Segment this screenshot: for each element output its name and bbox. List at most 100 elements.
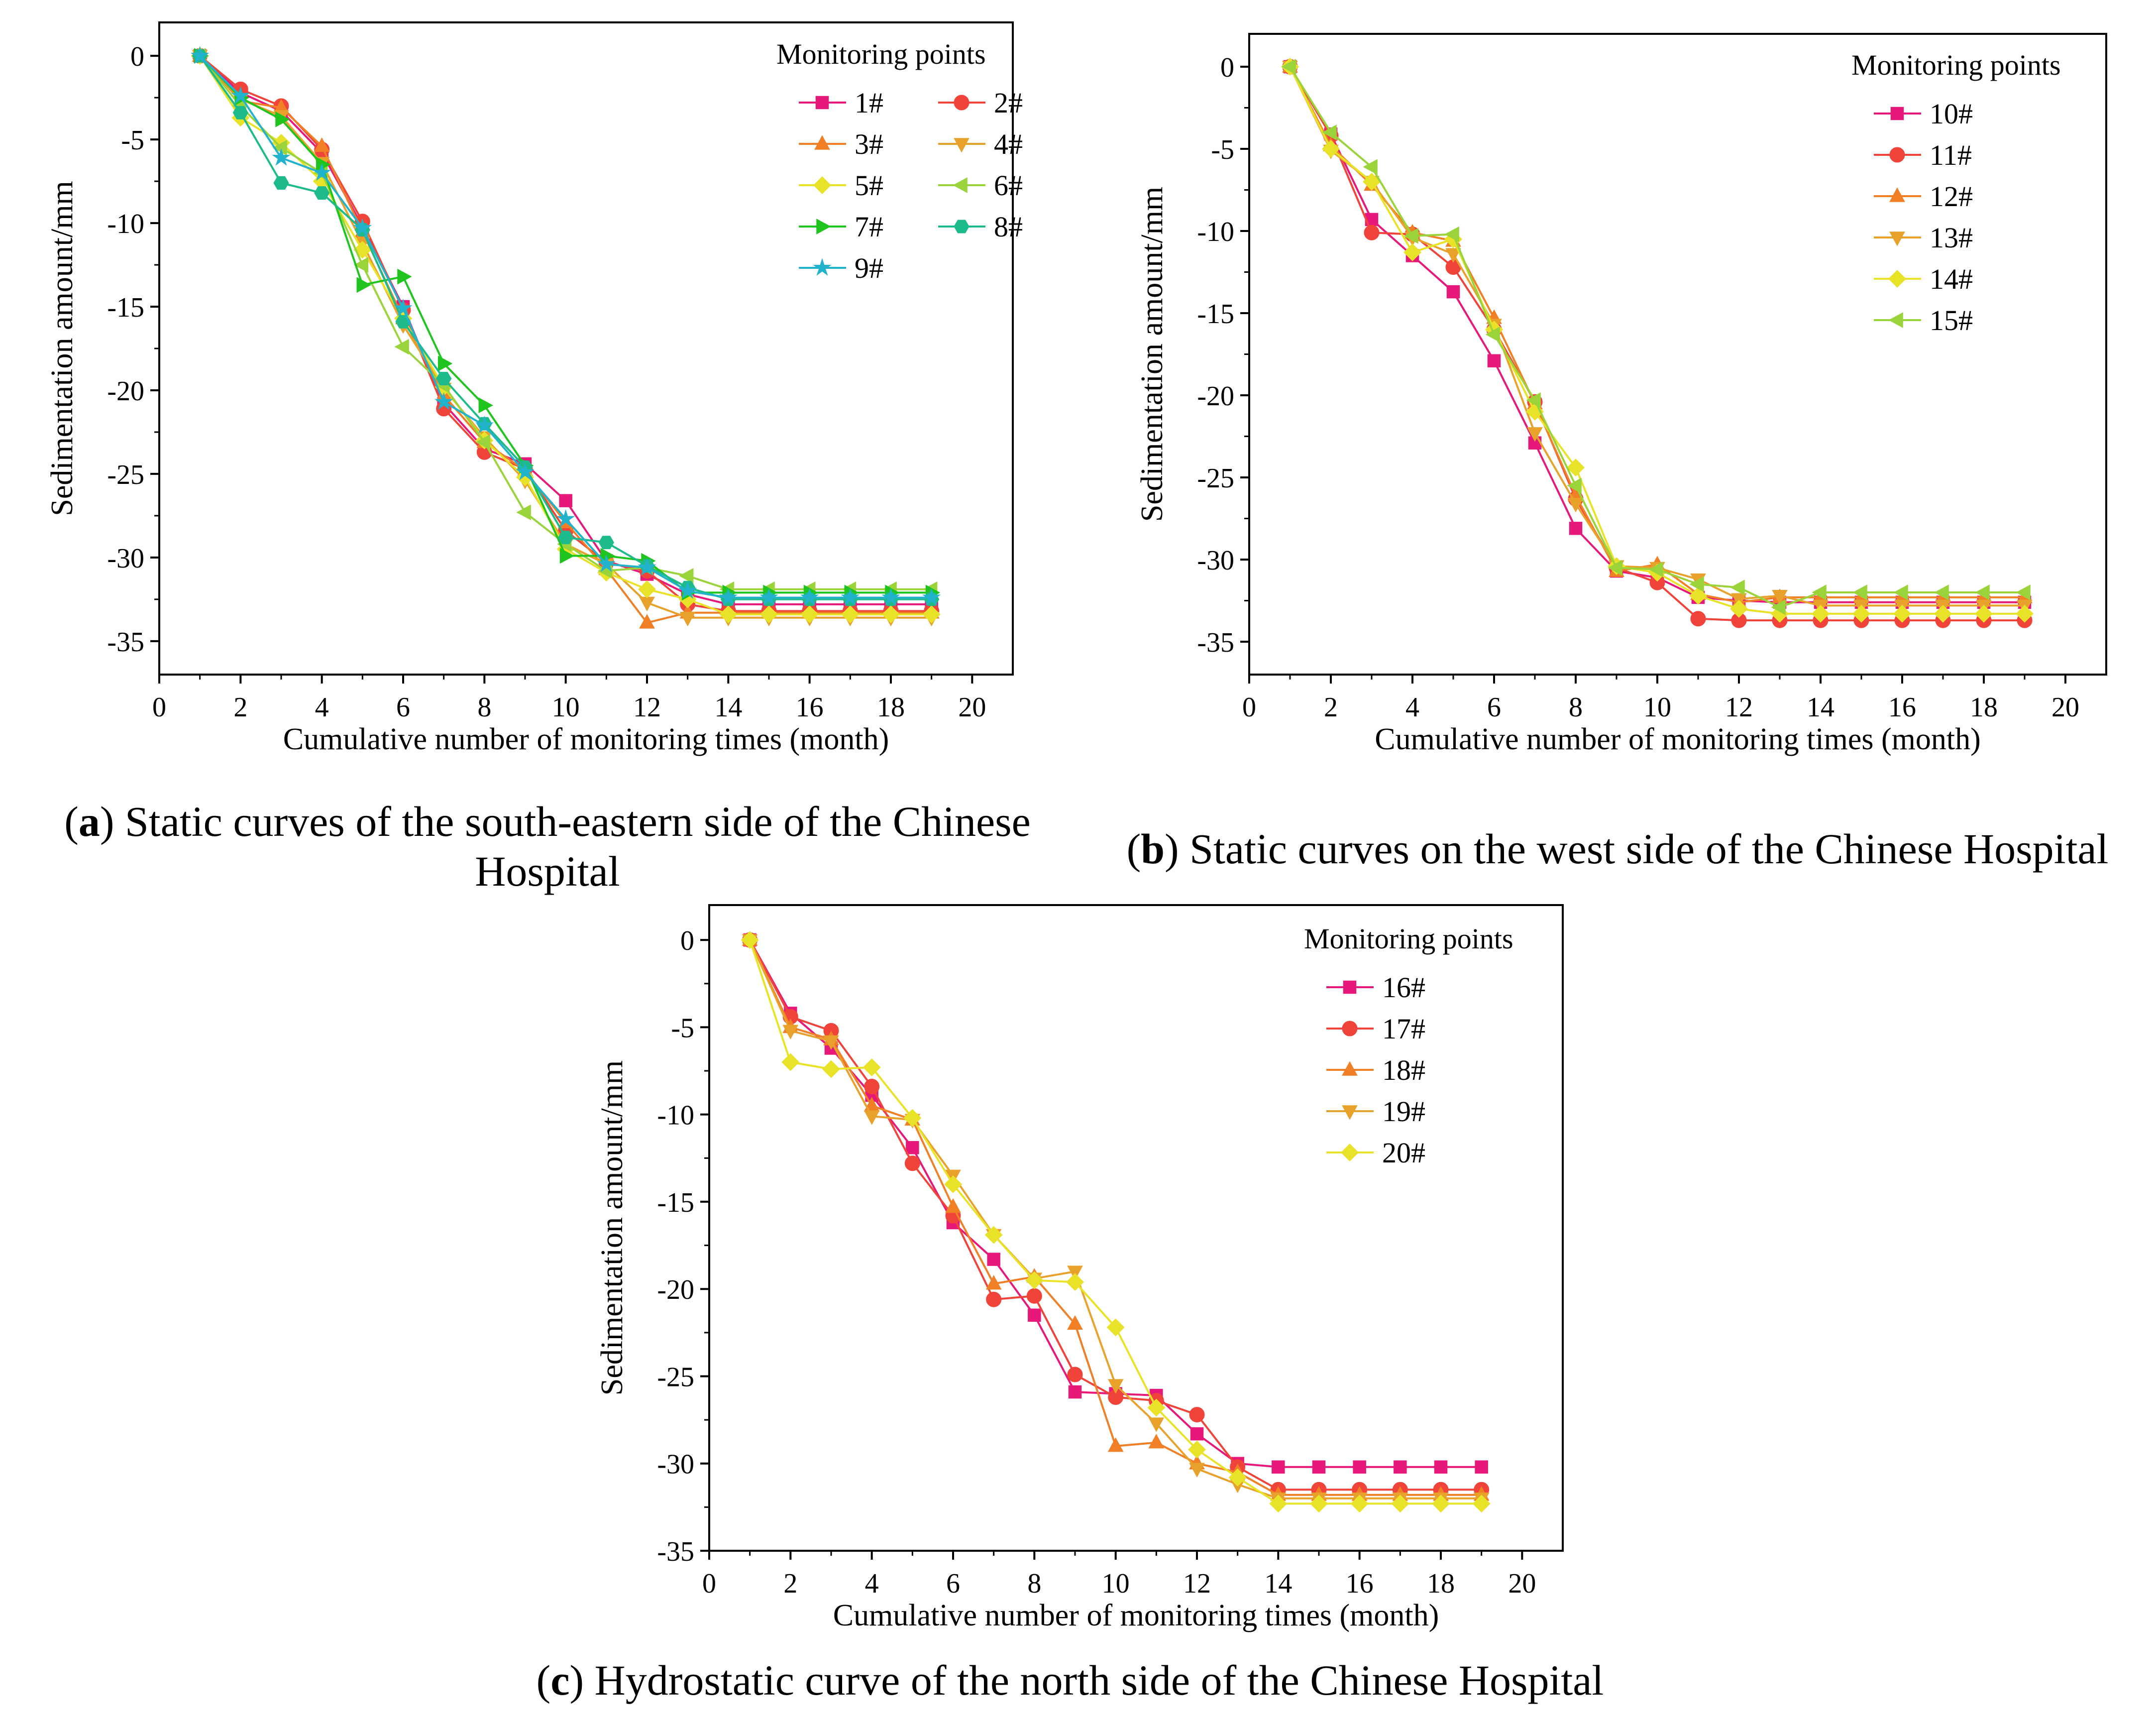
data-point (1608, 560, 1622, 576)
x-tick-label: 18 (1970, 692, 1998, 723)
y-tick-label: 0 (1220, 52, 1234, 83)
x-tick-label: 8 (1027, 1568, 1041, 1599)
data-point (272, 148, 291, 166)
legend-swatch-marker (816, 219, 831, 234)
legend-label: 12# (1930, 180, 1973, 213)
data-point (1394, 1460, 1407, 1474)
series-17# (742, 932, 1490, 1497)
data-point (1771, 599, 1786, 615)
legend-title: Monitoring points (776, 38, 986, 70)
plot-frame (708, 904, 1564, 1552)
x-tick-label: 12 (1183, 1568, 1211, 1599)
y-tick-label: -10 (657, 1100, 694, 1131)
data-point (394, 298, 413, 317)
data-point (1147, 1398, 1166, 1417)
data-point (598, 536, 614, 550)
data-point (558, 531, 574, 545)
legend-swatch-marker (1342, 1061, 1358, 1076)
data-point (2016, 604, 2034, 623)
data-point (1148, 1434, 1165, 1449)
data-point (944, 1175, 963, 1193)
legend-swatch-marker (813, 258, 832, 276)
x-tick-label: 16 (1888, 692, 1916, 723)
legend-swatch-marker (1889, 147, 1905, 163)
data-point (437, 355, 453, 372)
legend-swatch-marker (1342, 1021, 1358, 1036)
data-point (1353, 1460, 1366, 1474)
legend-label: 4# (994, 128, 1023, 160)
data-point (1269, 1495, 1288, 1513)
y-tick-label: -5 (671, 1013, 694, 1043)
data-point (1569, 522, 1583, 535)
x-axis-title: Cumulative number of monitoring times (m… (1375, 722, 1980, 756)
legend-title: Monitoring points (1304, 922, 1513, 955)
x-tick-label: 6 (946, 1568, 960, 1599)
data-point (639, 614, 655, 629)
x-tick-label: 20 (958, 692, 986, 723)
data-point (1568, 498, 1584, 513)
data-point (1648, 561, 1663, 577)
legend-label: 14# (1930, 263, 1973, 295)
x-tick-label: 6 (396, 692, 410, 723)
data-point (841, 587, 860, 606)
data-point (1190, 1427, 1204, 1441)
data-point (1363, 173, 1381, 191)
data-point (1025, 1271, 1044, 1289)
y-tick-label: -25 (1197, 463, 1234, 494)
y-tick-label: 0 (680, 925, 694, 956)
data-point (1391, 1495, 1409, 1513)
data-point (862, 1058, 881, 1077)
legend-label: 7# (855, 211, 883, 243)
data-point (1446, 285, 1460, 299)
chart-0: 0 2 4 6 8 10 12 14 16 18 20 0 -5 -10 -15 -20 -25 -30 -35 Cu… (45, 21, 1023, 756)
x-tick-label: 0 (1242, 692, 1256, 723)
x-tick-label: 4 (1405, 692, 1419, 723)
data-point (1472, 1495, 1491, 1513)
legend-label: 9# (855, 252, 883, 284)
data-point (1730, 600, 1748, 618)
x-axis-title: Cumulative number of monitoring times (m… (283, 722, 889, 756)
data-point (1975, 604, 1993, 623)
series-line (749, 939, 1482, 1505)
data-point (823, 1035, 839, 1050)
data-point (1272, 1460, 1285, 1474)
data-point (863, 1110, 880, 1125)
data-point (1485, 327, 1500, 343)
data-point (922, 587, 941, 606)
caption-c-letter: c (550, 1656, 570, 1704)
legend-label: 16# (1382, 971, 1425, 1004)
y-tick-label: -30 (107, 543, 144, 574)
x-tick-label: 20 (1508, 1568, 1536, 1599)
legend-label: 8# (994, 211, 1023, 243)
legend: Monitoring points 16# 17# 18# 19# 20# (1304, 922, 1513, 1169)
x-tick-label: 0 (702, 1568, 716, 1599)
data-point (987, 1253, 1000, 1266)
data-point (638, 558, 656, 575)
data-point (559, 548, 575, 564)
data-point (903, 1109, 922, 1127)
series-line (1289, 66, 2025, 603)
data-point (2016, 584, 2031, 600)
y-tick-label: -15 (1197, 299, 1234, 330)
data-point (275, 111, 290, 127)
y-tick-label: -15 (107, 292, 144, 323)
legend-swatch-marker (1343, 980, 1357, 994)
data-point (1403, 243, 1422, 261)
x-tick-label: 4 (315, 692, 329, 723)
legend-swatch-marker (1889, 231, 1905, 246)
data-point (434, 392, 453, 410)
data-point (312, 163, 331, 181)
data-point (559, 494, 572, 507)
series-20# (741, 931, 1491, 1513)
data-point (397, 268, 412, 285)
series-10# (1283, 60, 2032, 609)
legend-label: 5# (855, 169, 883, 202)
data-point (1475, 1460, 1488, 1474)
y-tick-label: -10 (1197, 217, 1234, 247)
data-point (1067, 1265, 1083, 1280)
series-15# (1281, 59, 2031, 615)
legend-label: 19# (1382, 1095, 1425, 1128)
series-13# (1282, 61, 2033, 614)
series-11# (1282, 59, 2033, 628)
data-point (1322, 124, 1337, 140)
